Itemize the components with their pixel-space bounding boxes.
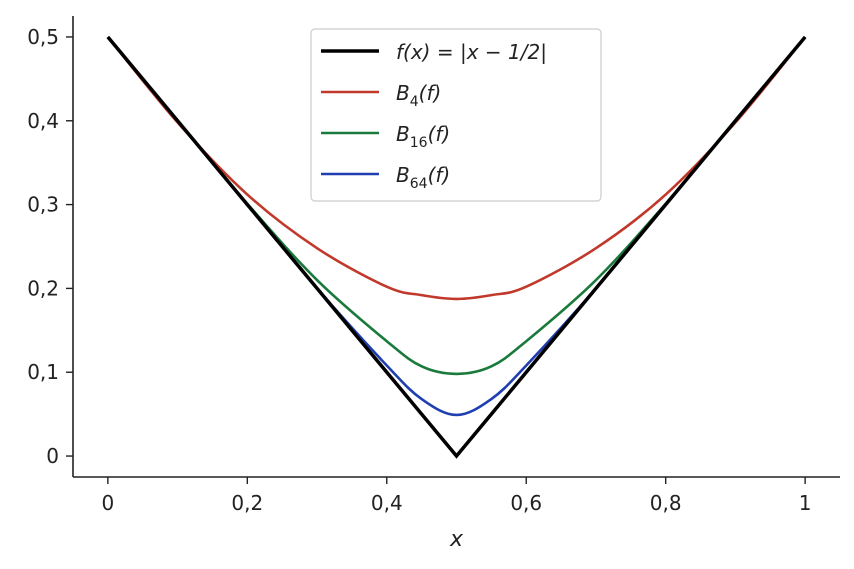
y-tick-label: 0,5 bbox=[27, 25, 59, 49]
x-tick-label: 0 bbox=[101, 491, 114, 515]
series-line-1 bbox=[106, 36, 807, 301]
y-tick-label: 0,3 bbox=[27, 193, 59, 217]
x-tick-label: 0,4 bbox=[371, 491, 403, 515]
y-tick-label: 0,4 bbox=[27, 109, 59, 133]
legend-entry-label: B64(f) bbox=[396, 163, 450, 192]
legend-entry-label: B16(f) bbox=[396, 122, 450, 151]
legend: f(x) = |x − 1/2| B4(f) B16(f) B64(f) bbox=[310, 28, 602, 202]
series-line-0 bbox=[106, 35, 807, 459]
x-tick-label: 0,2 bbox=[231, 491, 263, 515]
axes bbox=[72, 16, 840, 478]
x-tick-label: 1 bbox=[799, 491, 812, 515]
legend-box bbox=[310, 28, 602, 202]
legend-entry-label: B4(f) bbox=[396, 81, 441, 110]
legend-entry-label: f(x) = |x − 1/2| bbox=[396, 40, 547, 64]
series-lines bbox=[106, 35, 807, 459]
y-tick-label: 0,2 bbox=[27, 276, 59, 300]
ticks: 0 0,2 0,4 0,6 0,8 1 0 0,1 0,2 0,3 0,4 0,5 bbox=[27, 25, 811, 515]
x-tick-label: 0,8 bbox=[650, 491, 682, 515]
y-tick-label: 0,1 bbox=[27, 360, 59, 384]
x-axis-label: x bbox=[449, 527, 464, 552]
x-tick-label: 0,6 bbox=[510, 491, 542, 515]
y-tick-label: 0 bbox=[46, 444, 59, 468]
